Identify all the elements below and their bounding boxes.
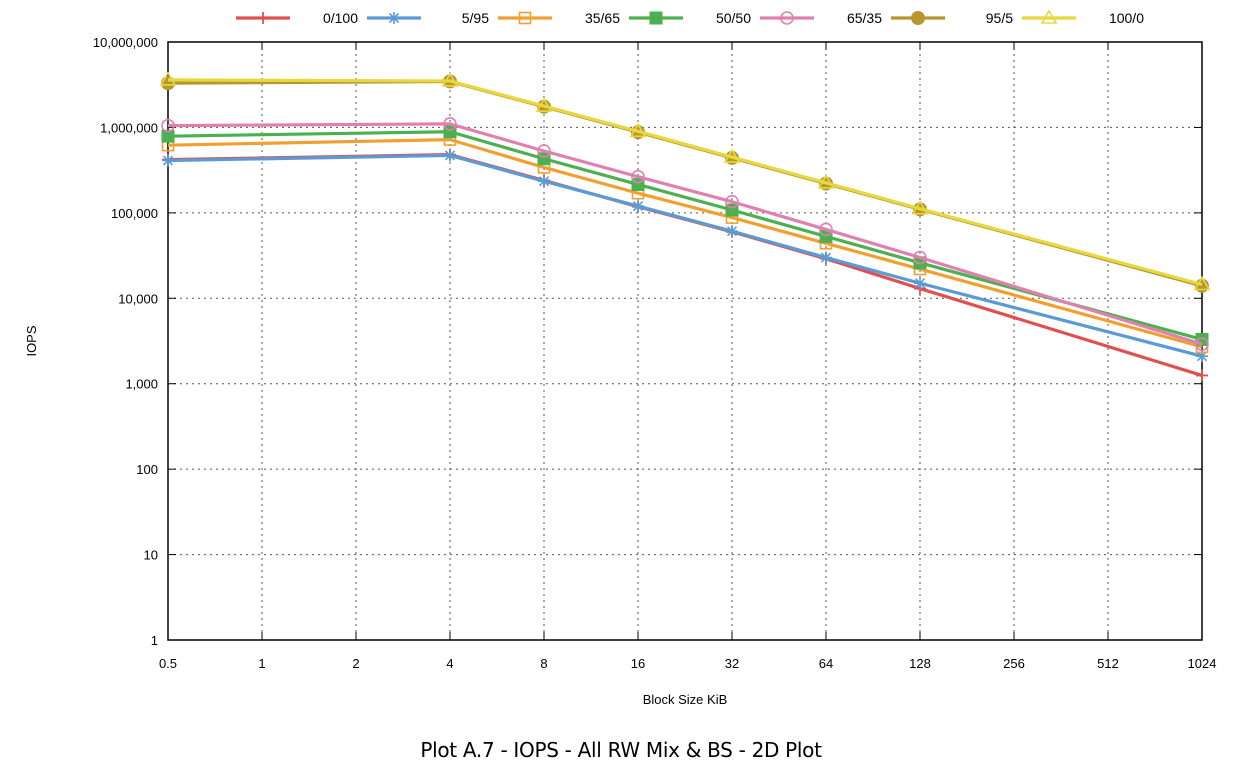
y-tick-label: 10 [144,548,158,563]
data-point [1193,275,1211,291]
y-tick-label: 100 [136,462,158,477]
y-tick-label: 1 [151,633,158,648]
legend-marker [780,11,794,25]
data-point [1195,337,1209,352]
legend-item: 65/35 [760,10,882,26]
data-point [629,122,647,138]
data-point [913,250,927,265]
data-point [1196,350,1208,363]
data-point [817,174,835,189]
legend-marker [257,12,269,24]
legend-marker [388,12,400,24]
data-point [441,72,459,87]
data-point [726,225,738,238]
plot-frame [167,41,1203,641]
legend: 0/100 5/95 35/65 50/50 65/35 95/5 100/0 [236,9,1144,26]
series-line [167,138,1203,349]
x-tick-label: 4 [446,656,453,671]
grid-lines [168,42,1202,640]
x-tick-label: 256 [1003,656,1025,671]
data-point [723,148,741,163]
data-point [159,71,177,86]
legend-item: 100/0 [1022,9,1144,26]
x-tick-label: 64 [819,656,833,671]
legend-label: 5/95 [462,10,489,26]
data-point [537,144,551,158]
legend-item: 5/95 [367,10,489,26]
y-tick-label: 10,000 [118,291,158,306]
series-line [167,79,1203,288]
x-tick-label: 1024 [1188,656,1217,671]
x-tick-label: 1 [258,656,265,671]
data-point [632,200,644,213]
data-point [444,149,456,162]
legend-label: 0/100 [323,10,358,26]
legend-label: 65/35 [847,10,882,26]
legend-marker [649,11,663,25]
y-tick-label: 100,000 [111,206,158,221]
legend-label: 50/50 [716,10,751,26]
y-tick-label: 10,000,000 [93,35,158,50]
legend-label: 100/0 [1109,10,1144,26]
legend-marker [1040,9,1058,24]
iops-chart: 1 10 100 1,000 10,000 100,000 1,000,000 10,000,… [24,9,1217,707]
data-point [535,97,553,112]
data-point [911,200,929,215]
data-point [1196,369,1208,382]
series-95-5 [161,74,1209,293]
y-axis-title: IOPS [24,325,39,356]
data-point [161,129,175,143]
legend-item: 95/5 [891,10,1013,26]
legend-marker [518,11,532,25]
y-tick-label: 1,000,000 [100,120,158,135]
data-point [443,117,457,131]
data-point [725,194,739,209]
legend-item: 50/50 [629,10,751,26]
legend-marker [911,11,925,25]
series-0-100 [162,148,1208,382]
data-point [819,222,833,237]
x-tick-label: 2 [352,656,359,671]
x-tick-label: 32 [725,656,739,671]
data-point [161,118,175,133]
series-group [159,71,1211,382]
data-point [820,251,832,264]
x-tick-label: 512 [1097,656,1119,671]
series-line [167,78,1203,287]
series-line [167,122,1203,346]
series-line [167,130,1203,341]
x-tick-label: 16 [631,656,645,671]
x-tick-label: 0.5 [159,656,177,671]
series-5-95 [162,149,1208,363]
series-100-0 [159,71,1211,291]
data-point [162,154,174,167]
y-axis-ticks: 1 10 100 1,000 10,000 100,000 1,000,000 10,000,… [93,35,1202,648]
data-point [631,169,645,184]
series-65-35 [161,117,1209,352]
legend-item: 0/100 [236,10,358,26]
x-axis-ticks: 0.5 1 2 4 8 16 32 64 128 256 512 1024 [159,42,1217,671]
series-line [167,153,1203,358]
data-point [914,277,926,290]
legend-item: 35/65 [498,10,620,26]
figure-caption: Plot A.7 - IOPS - All RW Mix & BS - 2D P… [420,738,822,762]
y-tick-label: 1,000 [125,377,158,392]
legend-label: 95/5 [986,10,1013,26]
x-tick-label: 8 [540,656,547,671]
x-tick-label: 128 [909,656,931,671]
x-axis-title: Block Size KiB [643,692,728,707]
data-point [538,175,550,188]
legend-label: 35/65 [585,10,620,26]
